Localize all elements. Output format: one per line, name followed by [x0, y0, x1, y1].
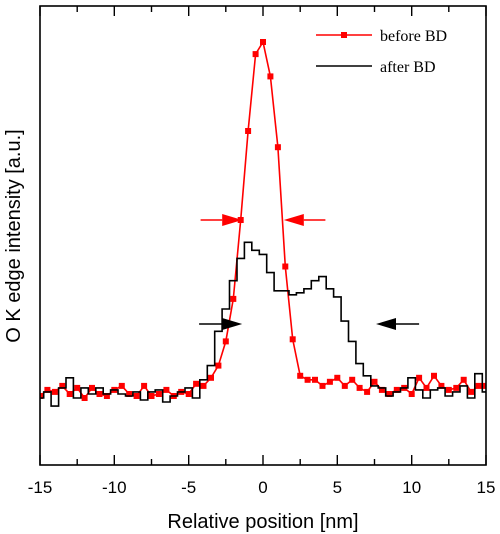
data-point-before-bd — [364, 388, 371, 395]
data-point-before-bd — [378, 386, 385, 393]
data-point-before-bd — [483, 382, 486, 389]
data-point-before-bd — [40, 393, 43, 399]
fwhm-before-right-arrow — [283, 214, 326, 226]
x-tick-label: -15 — [28, 478, 53, 497]
data-point-before-bd — [289, 336, 296, 343]
data-point-before-bd — [44, 386, 51, 393]
data-point-before-bd — [148, 393, 155, 399]
data-point-before-bd — [222, 338, 229, 345]
data-point-before-bd — [297, 372, 304, 379]
data-point-before-bd — [74, 384, 81, 391]
data-point-before-bd — [416, 374, 423, 381]
data-point-before-bd — [185, 391, 192, 397]
x-tick-label: 15 — [477, 478, 496, 497]
data-point-before-bd — [460, 376, 467, 383]
data-point-before-bd — [475, 382, 482, 389]
data-point-before-bd — [96, 391, 103, 397]
data-point-before-bd — [267, 73, 274, 80]
data-point-before-bd — [326, 378, 333, 385]
data-point-before-bd — [468, 388, 475, 395]
data-point-before-bd — [341, 382, 348, 389]
data-point-before-bd — [445, 386, 452, 393]
data-point-before-bd — [59, 382, 66, 389]
fwhm-before-left-arrow — [200, 214, 243, 226]
x-tick-label: -5 — [181, 478, 196, 497]
tick-layer — [39, 6, 487, 465]
y-axis-title: O K edge intensity [a.u.] — [3, 129, 25, 342]
data-point-before-bd — [193, 380, 200, 387]
data-point-before-bd — [163, 386, 170, 393]
legend: before BD after BD — [316, 28, 447, 76]
legend-label-before: before BD — [380, 28, 447, 45]
series-line-before-bd — [40, 39, 486, 400]
tick-label-layer: -15 -10 -5 0 5 10 15 — [28, 478, 496, 497]
arrow-head — [222, 214, 243, 226]
data-point-before-bd — [118, 382, 125, 389]
legend-marker-before — [341, 32, 347, 38]
data-point-before-bd — [282, 263, 289, 270]
data-point-before-bd — [208, 374, 214, 381]
data-point-before-bd — [349, 376, 356, 383]
annotation-layer — [199, 214, 420, 330]
data-point-before-bd — [304, 376, 311, 383]
data-point-before-bd — [51, 388, 58, 395]
data-point-before-bd — [312, 376, 318, 383]
arrow-head — [222, 318, 243, 330]
series-line-after-bd — [40, 241, 486, 407]
fwhm-after-right-arrow — [376, 318, 420, 330]
data-point-before-bd — [453, 384, 460, 391]
data-point-before-bd — [66, 391, 73, 397]
legend-label-after: after BD — [380, 59, 436, 76]
x-tick-label: 0 — [258, 478, 267, 497]
data-point-before-bd — [393, 386, 400, 393]
data-point-before-bd — [252, 51, 259, 58]
data-point-before-bd — [260, 39, 266, 45]
data-point-before-bd — [408, 391, 415, 397]
x-axis-title: Relative position [nm] — [167, 511, 358, 533]
data-point-before-bd — [371, 378, 378, 385]
data-point-before-bd — [155, 391, 162, 397]
data-point-before-bd — [245, 128, 252, 134]
data-point-before-bd — [423, 384, 430, 391]
data-point-before-bd — [200, 382, 207, 389]
fwhm-after-left-arrow — [199, 318, 243, 330]
x-tick-label: -10 — [102, 478, 127, 497]
series-layer — [40, 39, 486, 407]
data-point-before-bd — [438, 382, 445, 389]
data-point-before-bd — [89, 384, 95, 391]
arrow-head — [283, 214, 304, 226]
data-point-before-bd — [133, 393, 140, 399]
data-point-before-bd — [81, 395, 88, 401]
data-point-before-bd — [126, 391, 133, 397]
data-point-before-bd — [431, 372, 437, 379]
data-point-before-bd — [274, 144, 281, 151]
data-point-before-bd — [386, 391, 393, 397]
arrow-head — [376, 318, 396, 330]
data-point-before-bd — [319, 382, 326, 389]
data-point-before-bd — [141, 382, 148, 389]
data-point-before-bd — [356, 384, 363, 391]
data-point-before-bd — [103, 393, 110, 399]
data-point-before-bd — [230, 295, 237, 302]
data-point-before-bd — [215, 362, 222, 369]
x-tick-label: 5 — [333, 478, 342, 497]
data-point-before-bd — [334, 374, 341, 381]
x-tick-label: 10 — [402, 478, 421, 497]
